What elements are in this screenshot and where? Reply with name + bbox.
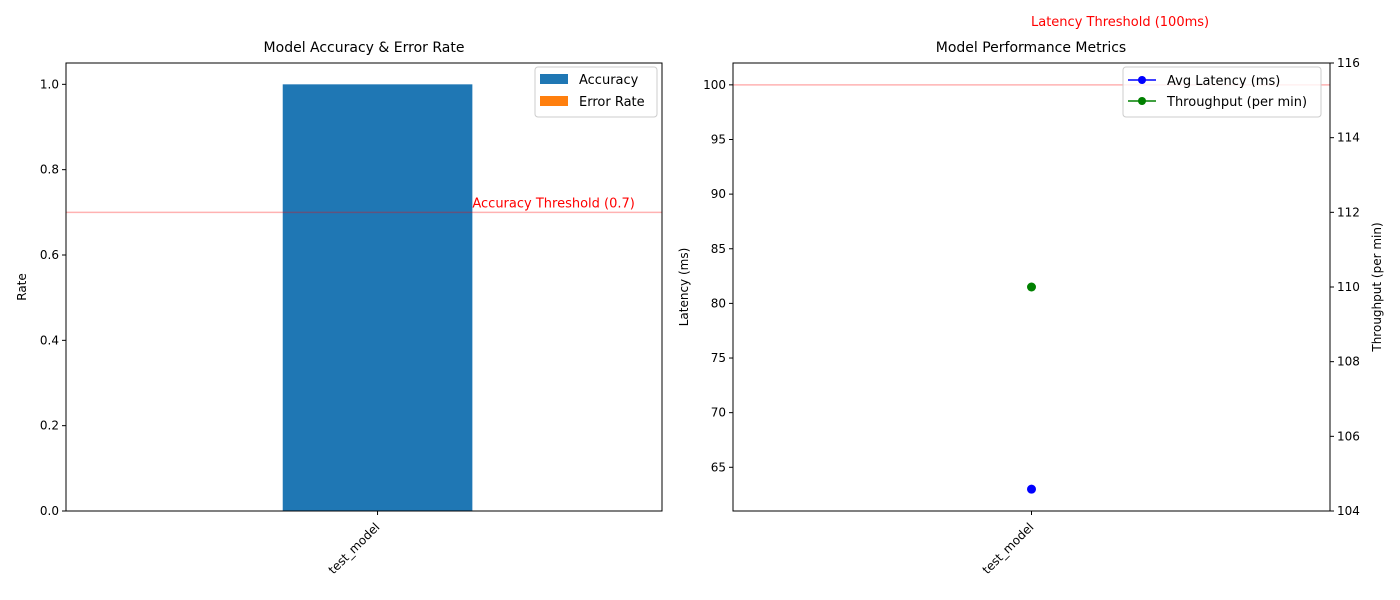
legend-label-latency: Avg Latency (ms) [1167, 74, 1280, 89]
chart1-ytick-label: 0.4 [40, 333, 59, 347]
legend-marker-throughput [1138, 97, 1146, 105]
chart2-y2tick-label: 112 [1337, 205, 1360, 219]
chart2-ytick-label: 75 [711, 351, 726, 365]
chart2-legend: Avg Latency (ms) Throughput (per min) [1122, 66, 1322, 118]
chart1-xtick-label: test_model [326, 520, 383, 577]
point-avg-latency-ms [1027, 484, 1036, 494]
chart2-y2tick-label: 110 [1337, 280, 1360, 294]
bar-accuracy [282, 84, 473, 511]
chart2-ytick-label: 70 [711, 406, 726, 420]
chart2-y2tick-label: 116 [1337, 56, 1360, 70]
chart2-xtick-label: test_model [980, 520, 1037, 577]
chart1-ytick-label: 0.2 [40, 419, 59, 433]
chart1-title: Model Accuracy & Error Rate [264, 40, 465, 56]
performance-chart: Model Performance Metrics Latency (ms) T… [677, 15, 1384, 577]
chart1-ylabel: Rate [15, 273, 29, 301]
chart1-ytick-label: 0.0 [40, 504, 59, 518]
chart2-legend-box [1122, 66, 1322, 118]
accuracy-threshold-label: Accuracy Threshold (0.7) [472, 196, 635, 211]
legend-label-throughput: Throughput (per min) [1166, 95, 1307, 110]
chart2-ytick-label: 100 [703, 78, 726, 92]
chart2-y2tick-label: 114 [1337, 131, 1360, 145]
chart2-ylabel: Latency (ms) [677, 248, 691, 327]
chart2-ytick-label: 85 [711, 242, 726, 256]
chart2-y2tick-label: 104 [1337, 504, 1360, 518]
chart2-ytick-label: 80 [711, 296, 726, 310]
chart1-ytick-label: 0.6 [40, 248, 59, 262]
chart2-title: Model Performance Metrics [936, 40, 1126, 56]
accuracy-chart: Model Accuracy & Error Rate Rate 0.0 0.2 0… [15, 40, 663, 577]
chart1-ytick-label: 0.8 [40, 163, 59, 177]
chart2-ytick-label: 65 [711, 460, 726, 474]
legend-swatch-accuracy [540, 74, 568, 84]
chart1-ytick-label: 1.0 [40, 77, 59, 91]
chart1-axes-frame [65, 62, 663, 512]
legend-marker-latency [1138, 76, 1146, 84]
chart2-y2tick-label: 108 [1337, 355, 1360, 369]
legend-swatch-error-rate [540, 96, 568, 106]
chart2-ytick-label: 95 [711, 132, 726, 146]
chart2-ytick-label: 90 [711, 187, 726, 201]
chart2-y2tick-label: 106 [1337, 429, 1360, 443]
chart2-axes-frame [732, 62, 1331, 512]
legend-label-accuracy: Accuracy [579, 73, 639, 88]
point-throughput-per-min [1027, 282, 1036, 292]
latency-threshold-label: Latency Threshold (100ms) [1031, 15, 1209, 30]
chart1-legend: Accuracy Error Rate [534, 66, 658, 118]
legend-label-error-rate: Error Rate [579, 95, 645, 110]
chart2-y2label: Throughput (per min) [1370, 222, 1384, 352]
